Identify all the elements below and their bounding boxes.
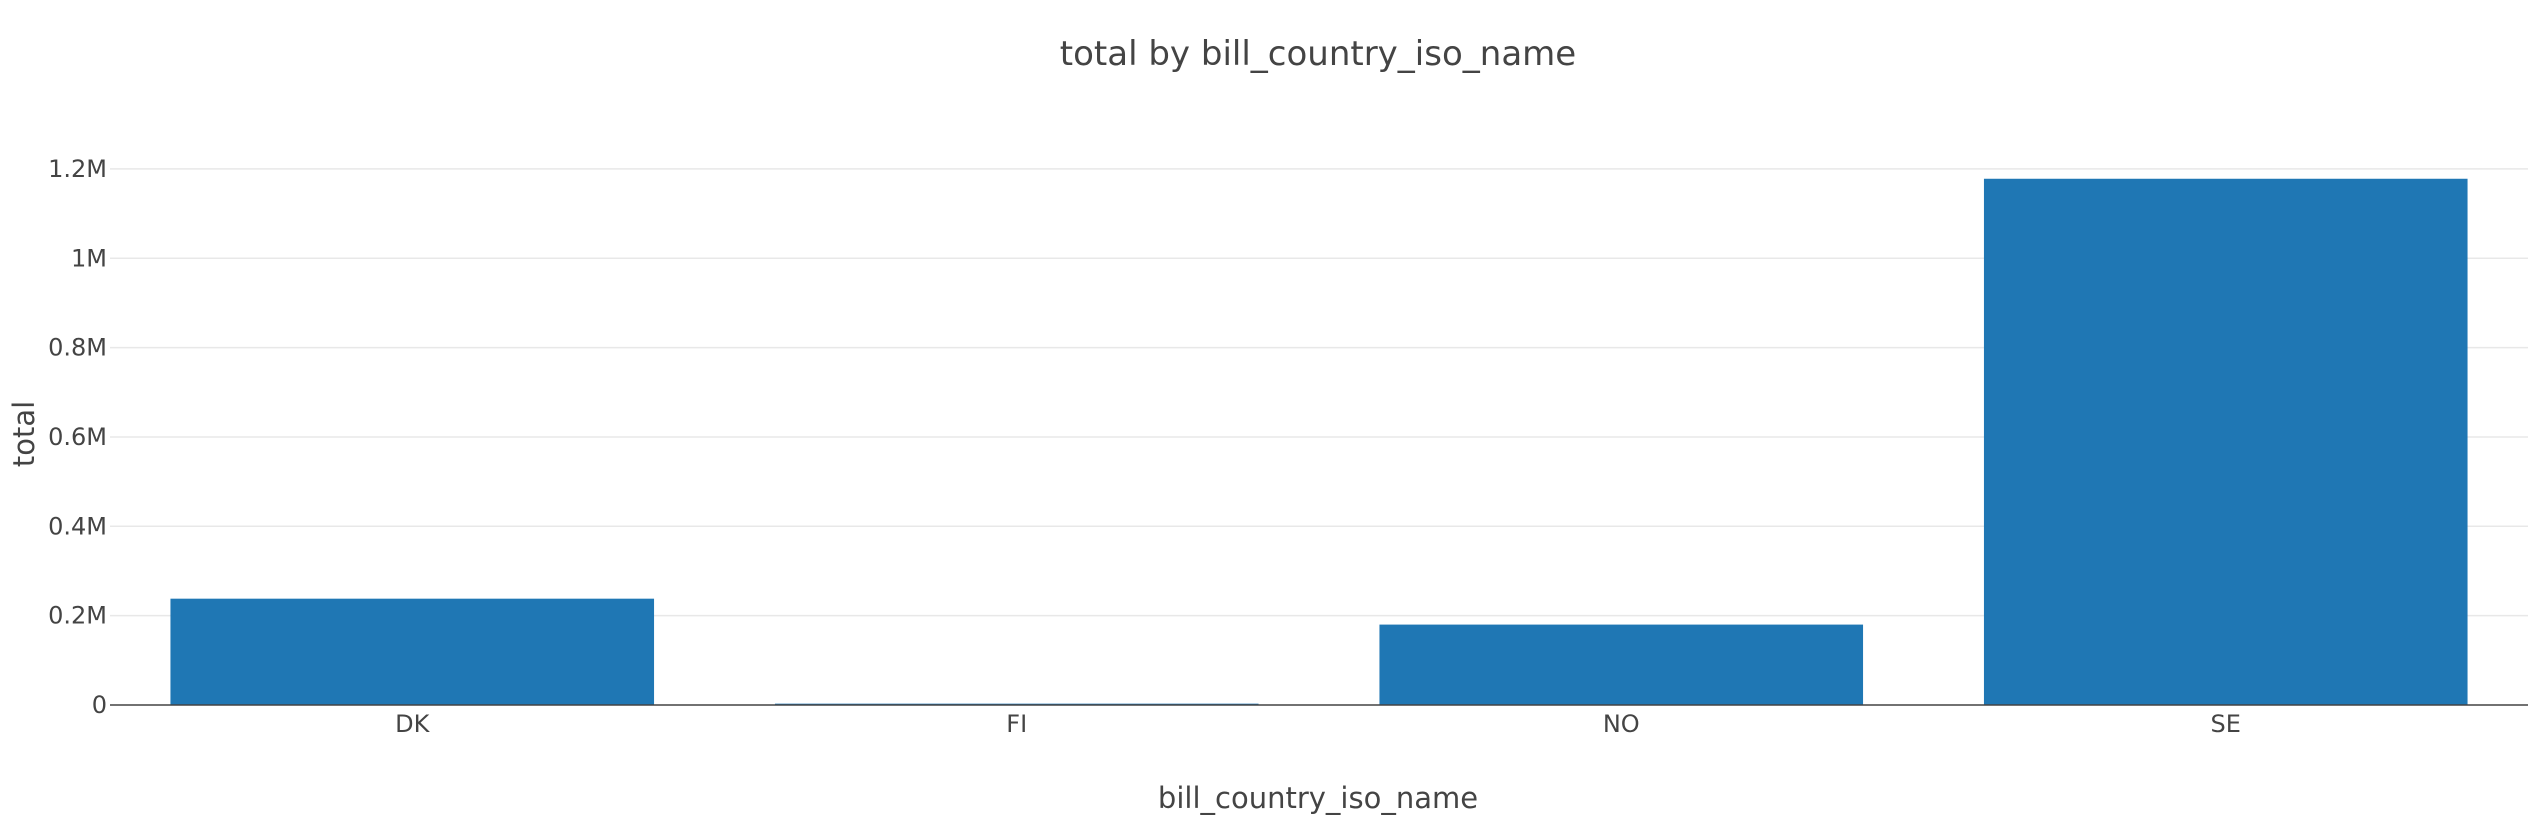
bar-no[interactable] [1379, 624, 1864, 705]
x-tick-labels: DK FI NO SE [395, 710, 2241, 738]
y-axis-title: total [7, 401, 41, 467]
x-tick-label: DK [395, 710, 430, 738]
x-tick-label: NO [1603, 710, 1640, 738]
y-tick-labels: 0 0.2M 0.4M 0.6M 0.8M 1M 1.2M [48, 155, 107, 719]
y-tick-label: 1.2M [48, 155, 107, 183]
y-tick-label: 0 [92, 691, 107, 719]
chart-title: total by bill_country_iso_name [1060, 34, 1576, 74]
y-tick-label: 0.8M [48, 334, 107, 362]
x-axis-title: bill_country_iso_name [1158, 781, 1478, 815]
x-tick-label: FI [1006, 710, 1027, 738]
y-tick-label: 0.4M [48, 512, 107, 540]
bars [170, 178, 2468, 706]
bar-dk[interactable] [170, 598, 655, 705]
y-tick-label: 1M [71, 244, 107, 272]
bar-se[interactable] [1983, 178, 2468, 705]
y-tick-label: 0.6M [48, 423, 107, 451]
x-tick-label: SE [2211, 710, 2241, 738]
y-tick-label: 0.2M [48, 602, 107, 630]
